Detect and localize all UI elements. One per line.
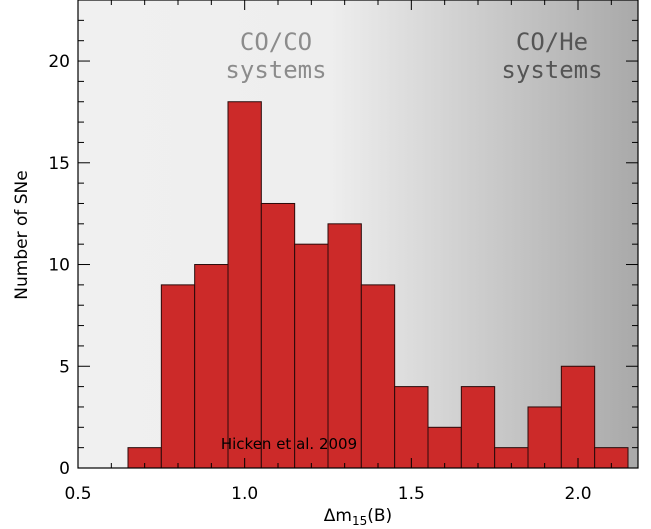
histogram-bar: [394, 386, 429, 469]
x-axis-title-subscript: 15: [352, 514, 367, 528]
histogram-bar: [227, 101, 262, 469]
histogram-bar: [460, 386, 496, 469]
x-axis-title: Δm15(B): [324, 506, 392, 528]
histogram-bar: [527, 406, 562, 469]
region-label-co-co-line2: systems: [225, 56, 326, 84]
histogram-bar: [427, 426, 462, 469]
y-tick-label: 0: [59, 459, 70, 479]
region-label-co-he-line2: systems: [501, 56, 602, 84]
chart-annotation: Hicken et al. 2009: [221, 435, 357, 453]
y-tick-label: 15: [48, 154, 70, 174]
histogram-bar: [360, 284, 396, 469]
histogram-bar: [327, 223, 362, 469]
bars-group: [127, 101, 629, 469]
region-label-co-co-line1: CO/CO: [240, 28, 312, 56]
y-axis-title: Number of SNe: [12, 170, 32, 299]
region-label-co-he-line1: CO/He: [516, 28, 588, 56]
histogram-bar: [160, 284, 196, 469]
histogram-bar: [560, 365, 596, 469]
x-tick-label: 0.5: [64, 484, 91, 504]
x-tick-label: 1.0: [231, 484, 258, 504]
histogram-bar: [260, 202, 296, 469]
y-tick-label: 10: [48, 256, 70, 276]
histogram-bar: [294, 243, 329, 469]
plot-frame: [77, 0, 639, 469]
y-tick-label: 20: [48, 52, 70, 72]
y-tick-label: 5: [59, 357, 70, 377]
x-tick-label: 1.5: [398, 484, 425, 504]
x-tick-label: 2.0: [564, 484, 591, 504]
x-axis-title-tail: (B): [367, 506, 392, 526]
axes-group: 0.5 1.0 1.5 2.0 0 5 10 15 20: [48, 0, 639, 504]
x-axis-title-main: Δm: [324, 506, 352, 526]
